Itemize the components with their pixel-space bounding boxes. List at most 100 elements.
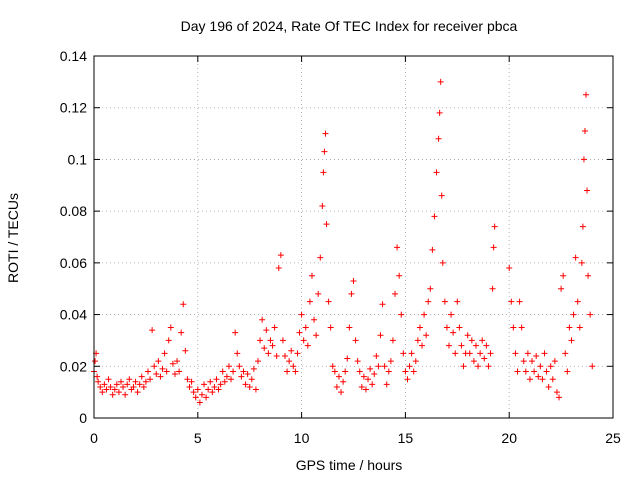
data-point xyxy=(273,352,280,359)
data-point xyxy=(163,368,170,375)
data-point xyxy=(358,383,365,390)
data-point xyxy=(490,244,497,251)
data-point xyxy=(97,383,104,390)
data-point xyxy=(159,365,166,372)
x-axis-ticks: 0 5 10 15 20 25 xyxy=(90,56,621,446)
data-point xyxy=(362,386,369,393)
data-point xyxy=(290,363,297,370)
data-point xyxy=(441,298,448,305)
data-point xyxy=(161,350,168,357)
data-point xyxy=(236,363,243,370)
data-point xyxy=(315,290,322,297)
data-point xyxy=(246,383,253,390)
data-point xyxy=(342,368,349,375)
data-point xyxy=(360,373,367,380)
y-tick-label: 0.14 xyxy=(60,48,87,64)
data-point xyxy=(491,223,498,230)
data-point xyxy=(219,368,226,375)
data-point xyxy=(225,363,232,370)
data-point xyxy=(327,324,334,331)
data-point xyxy=(398,311,405,318)
data-point xyxy=(244,371,251,378)
data-point xyxy=(269,342,276,349)
data-point xyxy=(130,383,137,390)
data-point xyxy=(304,342,311,349)
data-point xyxy=(196,399,203,406)
data-point xyxy=(506,265,513,272)
data-point xyxy=(456,324,463,331)
data-point xyxy=(340,378,347,385)
data-point xyxy=(105,376,112,383)
data-point xyxy=(213,376,220,383)
data-point xyxy=(155,358,162,365)
data-point xyxy=(556,394,563,401)
data-point xyxy=(292,368,299,375)
data-point xyxy=(169,360,176,367)
data-point xyxy=(333,383,340,390)
data-point xyxy=(261,345,268,352)
y-tick-label: 0.06 xyxy=(60,255,87,271)
data-point xyxy=(470,358,477,365)
data-point xyxy=(267,337,274,344)
data-point xyxy=(365,376,372,383)
data-point xyxy=(460,363,467,370)
data-point xyxy=(404,376,411,383)
data-point xyxy=(240,368,247,375)
data-point xyxy=(257,337,264,344)
data-point xyxy=(392,290,399,297)
x-axis-label: GPS time / hours xyxy=(296,457,403,473)
data-point xyxy=(331,368,338,375)
data-point xyxy=(321,148,328,155)
data-point xyxy=(238,373,245,380)
data-point xyxy=(516,298,523,305)
data-point xyxy=(167,324,174,331)
data-point xyxy=(410,368,417,375)
data-point xyxy=(477,350,484,357)
data-point xyxy=(529,358,536,365)
data-point xyxy=(522,368,529,375)
data-point xyxy=(182,347,189,354)
data-point xyxy=(103,386,110,393)
data-point xyxy=(329,363,336,370)
data-point xyxy=(375,363,382,370)
data-point xyxy=(279,337,286,344)
data-point xyxy=(230,368,237,375)
data-point xyxy=(452,350,459,357)
data-point xyxy=(325,298,332,305)
data-point xyxy=(122,391,129,398)
data-point xyxy=(570,311,577,318)
data-point xyxy=(551,358,558,365)
data-point xyxy=(109,391,116,398)
data-point xyxy=(385,368,392,375)
data-point xyxy=(512,350,519,357)
data-point xyxy=(306,298,313,305)
data-point xyxy=(402,368,409,375)
data-point xyxy=(311,316,318,323)
data-point xyxy=(322,130,329,137)
data-point xyxy=(566,324,573,331)
data-point xyxy=(192,394,199,401)
y-tick-label: 0.08 xyxy=(60,203,87,219)
data-point xyxy=(518,324,525,331)
data-point xyxy=(94,373,101,380)
data-point xyxy=(580,156,587,163)
data-point xyxy=(323,221,330,228)
data-point xyxy=(120,383,127,390)
data-point xyxy=(209,389,216,396)
data-point xyxy=(526,376,533,383)
data-point xyxy=(369,381,376,388)
data-point xyxy=(248,376,255,383)
grid-lines xyxy=(94,56,613,418)
data-point xyxy=(138,373,145,380)
data-point xyxy=(438,192,445,199)
data-point xyxy=(524,350,531,357)
data-point xyxy=(356,368,363,375)
data-point xyxy=(433,169,440,176)
data-point xyxy=(275,265,282,272)
data-point xyxy=(564,368,571,375)
plot-border xyxy=(93,55,614,419)
data-point xyxy=(221,378,228,385)
data-point xyxy=(533,352,540,359)
data-point xyxy=(298,311,305,318)
data-point xyxy=(568,337,575,344)
